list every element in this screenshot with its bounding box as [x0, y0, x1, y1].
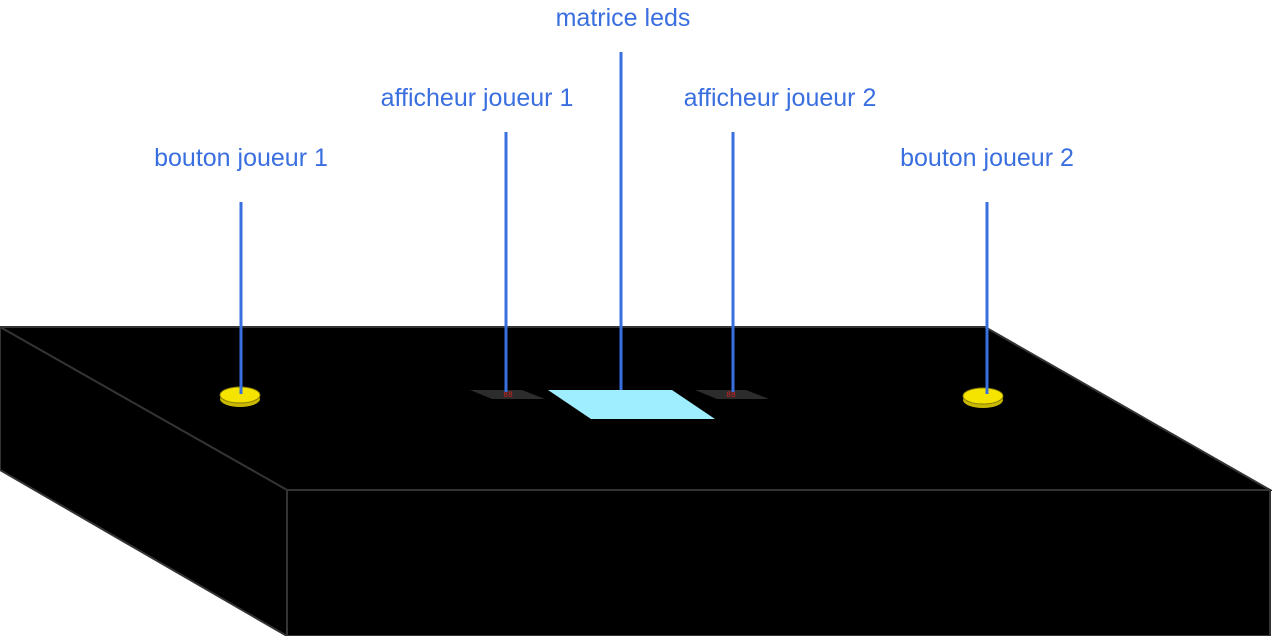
- display-player-2-digits: 88: [726, 391, 736, 400]
- box-front-face: [286, 489, 1271, 636]
- display-player-2: 88: [695, 390, 769, 400]
- display-player-1-digits: 88: [503, 391, 513, 400]
- box-left-face: [0, 325, 288, 636]
- led-matrix: [548, 390, 715, 419]
- display-player-1: 88: [470, 390, 545, 400]
- label-matrix: matrice leds: [556, 4, 691, 32]
- label-button-player-2: bouton joueur 2: [900, 144, 1074, 172]
- label-display-player-2: afficheur joueur 2: [684, 84, 877, 112]
- label-display-player-1: afficheur joueur 1: [381, 84, 574, 112]
- button-player-2: [962, 387, 1004, 408]
- label-button-player-1: bouton joueur 1: [154, 144, 328, 172]
